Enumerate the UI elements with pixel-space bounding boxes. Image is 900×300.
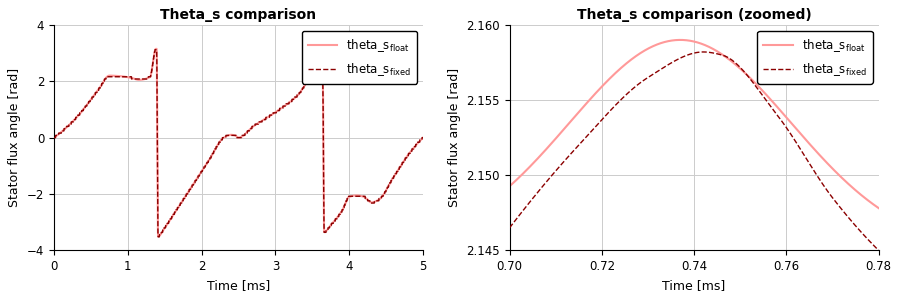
Legend: theta_s$_{\mathregular{float}}$, theta_s$_{\mathregular{fixed}}$: theta_s$_{\mathregular{float}}$, theta_s… [757, 31, 873, 84]
Title: Theta_s comparison: Theta_s comparison [160, 8, 317, 22]
X-axis label: Time [ms]: Time [ms] [207, 279, 270, 292]
X-axis label: Time [ms]: Time [ms] [662, 279, 725, 292]
Y-axis label: Stator flux angle [rad]: Stator flux angle [rad] [8, 68, 22, 207]
Legend: theta_s$_{\mathregular{float}}$, theta_s$_{\mathregular{fixed}}$: theta_s$_{\mathregular{float}}$, theta_s… [302, 31, 418, 84]
Title: Theta_s comparison (zoomed): Theta_s comparison (zoomed) [577, 8, 812, 22]
Y-axis label: Stator flux angle [rad]: Stator flux angle [rad] [447, 68, 461, 207]
